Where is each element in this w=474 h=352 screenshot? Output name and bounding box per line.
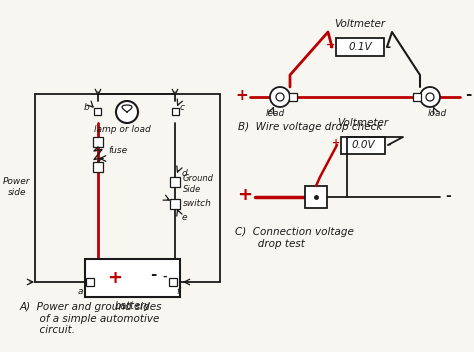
Circle shape — [420, 87, 440, 107]
Text: C)  Connection voltage
       drop test: C) Connection voltage drop test — [235, 227, 354, 249]
Bar — [341, 137, 385, 153]
Text: f: f — [176, 288, 179, 296]
Bar — [305, 186, 327, 208]
Text: lead: lead — [266, 109, 285, 119]
Text: +: + — [236, 88, 248, 102]
Bar — [170, 177, 180, 187]
Bar — [413, 93, 421, 101]
Bar — [86, 278, 94, 286]
Circle shape — [270, 87, 290, 107]
Text: lamp or load: lamp or load — [94, 126, 150, 134]
Bar — [93, 162, 103, 172]
Bar — [336, 38, 384, 56]
Text: A)  Power and ground sides
      of a simple automotive
      circuit.: A) Power and ground sides of a simple au… — [20, 302, 163, 335]
Bar — [289, 93, 297, 101]
Text: Voltmeter: Voltmeter — [335, 19, 385, 29]
Text: +: + — [237, 186, 253, 204]
Text: fuse: fuse — [108, 146, 127, 155]
Text: -: - — [385, 40, 391, 54]
Text: -: - — [162, 272, 167, 282]
Text: +: + — [332, 138, 340, 148]
Text: e: e — [182, 214, 188, 222]
Bar — [93, 137, 103, 147]
Text: -: - — [387, 140, 392, 150]
Circle shape — [276, 93, 284, 101]
Text: b: b — [84, 102, 90, 112]
Bar — [172, 108, 179, 115]
Text: 0.0V: 0.0V — [351, 140, 375, 150]
Text: switch: switch — [183, 200, 212, 208]
Text: Power
side: Power side — [3, 177, 31, 197]
Circle shape — [116, 101, 138, 123]
Bar — [170, 199, 180, 209]
Bar — [169, 278, 177, 286]
Text: Ground
Side: Ground Side — [183, 174, 214, 194]
Text: -: - — [445, 189, 451, 203]
Text: Voltmeter: Voltmeter — [337, 118, 389, 127]
Text: -: - — [150, 268, 156, 283]
Text: 0.1V: 0.1V — [348, 42, 372, 52]
Text: battery: battery — [115, 301, 150, 311]
Bar — [94, 108, 101, 115]
Text: B)  Wire voltage drop check: B) Wire voltage drop check — [238, 122, 383, 132]
Text: -: - — [465, 88, 471, 102]
Circle shape — [426, 93, 434, 101]
Text: +: + — [107, 269, 122, 287]
Text: d: d — [182, 170, 188, 178]
Text: load: load — [428, 109, 447, 119]
Text: a: a — [78, 288, 83, 296]
Bar — [85, 259, 180, 297]
Text: +: + — [327, 40, 336, 50]
Text: c: c — [180, 102, 185, 112]
